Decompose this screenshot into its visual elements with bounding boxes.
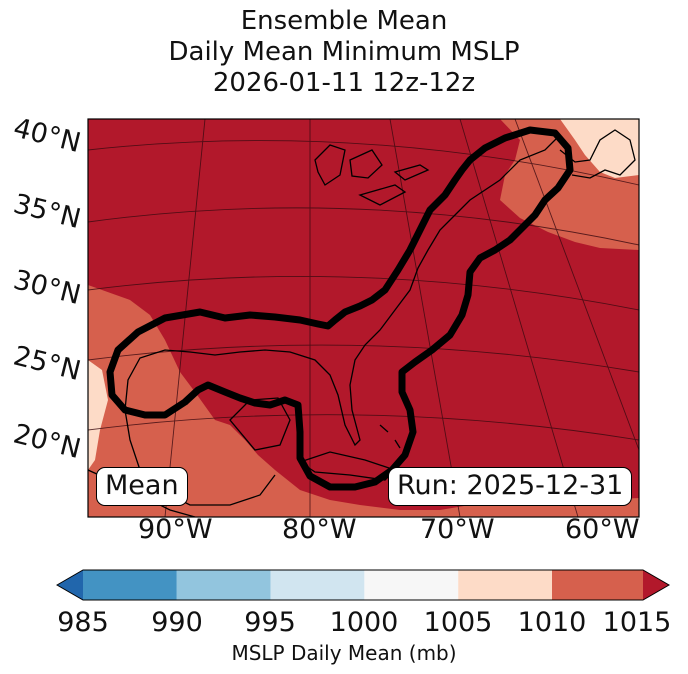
colorbar-extend-high — [643, 570, 669, 600]
title-line-3: 2026-01-11 12z-12z — [212, 68, 476, 98]
lon-label-80w: 80°W — [282, 514, 357, 545]
colorbar-segment-990-995 — [176, 570, 271, 600]
colorbar-segment-1000-1005 — [364, 570, 459, 600]
lon-label-90w: 90°W — [138, 514, 213, 545]
pressure-field-1005-1010-northeast — [560, 119, 639, 178]
title-line-1: Ensemble Mean — [240, 6, 448, 36]
colorbar-tick-1000: 1000 — [329, 607, 399, 638]
colorbar-segment-1010-1015 — [552, 570, 643, 600]
pressure-field-1005-1010-west — [88, 360, 108, 470]
colorbar — [55, 569, 671, 601]
colorbar-extend-low — [57, 570, 83, 600]
chart-title: Ensemble Mean Daily Mean Minimum MSLP 20… — [0, 6, 688, 99]
colorbar-tick-990: 990 — [151, 607, 203, 638]
lon-label-70w: 70°W — [420, 514, 495, 545]
colorbar-tick-995: 995 — [244, 607, 296, 638]
colorbar-tick-985: 985 — [57, 607, 109, 638]
colorbar-tick-1005: 1005 — [423, 607, 493, 638]
lon-label-60w: 60°W — [565, 514, 640, 545]
map-frame — [87, 118, 640, 518]
map-area — [88, 119, 639, 517]
title-line-2: Daily Mean Minimum MSLP — [168, 37, 520, 67]
pressure-field-1010-1015-south — [88, 285, 639, 517]
colorbar-tick-1015: 1015 — [602, 607, 672, 638]
graticule — [88, 119, 639, 517]
colorbar-segment-1005-1010 — [458, 570, 552, 600]
colorbar-segment-995-1000 — [270, 570, 365, 600]
colorbar-segment-985-990 — [83, 570, 177, 600]
run-date-label: Run: 2025-12-31 — [388, 467, 633, 506]
mean-label: Mean — [96, 467, 188, 506]
colorbar-title: MSLP Daily Mean (mb) — [231, 641, 457, 665]
colorbar-tick-1010: 1010 — [517, 607, 587, 638]
ensemble-contour — [106, 126, 574, 491]
